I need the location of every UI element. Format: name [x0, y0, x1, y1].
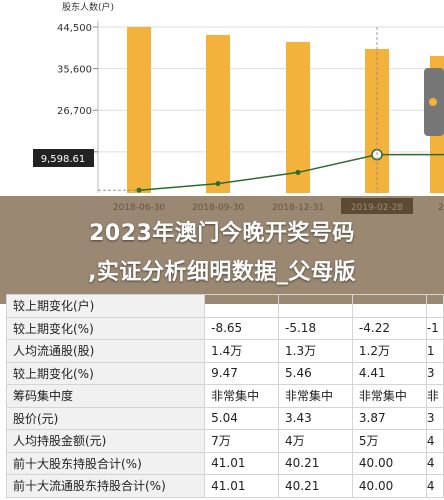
bar: [365, 48, 389, 194]
y-unit-label: 股东人数(户): [62, 1, 114, 13]
table-cell: -1: [425, 316, 444, 340]
table-cell: 40.21: [278, 474, 353, 498]
table-cell: 40.00: [351, 474, 427, 498]
table-cell: [278, 294, 353, 318]
table-row: 人均持股金额(元) 7万 4万 5万 4: [5, 429, 444, 453]
row-label: 股价(元): [5, 406, 206, 430]
table-row: 筹码集中度 非常集中 非常集中 非常集中非: [5, 384, 444, 408]
table-row: 较上期变化(%) 9.47 5.46 4.41 3: [5, 361, 444, 385]
table-cell: 4.41: [351, 361, 427, 385]
table-cell: 非常集中: [278, 384, 353, 408]
table-cell: [351, 294, 427, 318]
table-cell: 1.3万: [278, 339, 353, 363]
table-cell: -5.18: [278, 316, 353, 340]
table-cell: 1: [425, 339, 444, 363]
table-row: 人均流通股(股) 1.4万 1.3万 1.2万 1: [5, 339, 444, 363]
row-label: 人均流通股(股): [5, 339, 206, 363]
table-cell: 非: [425, 384, 444, 408]
table-row: 股价(元) 5.04 3.43 3.87 3: [5, 406, 444, 430]
table-cell: 4: [425, 451, 444, 475]
line-point: [215, 181, 221, 187]
table-cell: 1.4万: [204, 339, 280, 363]
headline-line-1: 2023年澳门今晚开奖号码: [89, 221, 355, 246]
headline-overlay: [0, 196, 444, 304]
bar: [127, 27, 151, 193]
row-label: 较上期变化(户): [5, 294, 206, 318]
table-cell: 5.04: [204, 406, 280, 430]
table-row: 较上期变化(户): [5, 294, 444, 318]
shareholder-chart: 股东人数(户)44,50035,60026,70017,8009,598.612…: [0, 0, 444, 225]
table-cell: 1.2万: [351, 339, 427, 363]
row-label: 较上期变化(%): [5, 316, 206, 340]
table-cell: 5.46: [278, 361, 353, 385]
row-label: 较上期变化(%): [5, 361, 206, 385]
table-cell: 4万: [278, 429, 353, 453]
table-row: 前十大流通股东持股合计(%) 41.01 40.21 40.00 4: [5, 474, 444, 498]
row-label: 前十大流通股东持股合计(%): [5, 474, 206, 498]
row-label: 人均持股金额(元): [5, 429, 206, 453]
table-cell: 41.01: [204, 474, 280, 498]
table-cell: 41.01: [204, 451, 280, 475]
headline-line-2: ,实证分析细明数据_父母版: [88, 260, 356, 285]
table-cell: 3.87: [351, 406, 427, 430]
table-cell: 40.21: [278, 451, 353, 475]
value-tooltip-box: [33, 149, 94, 167]
table-cell: 3: [425, 406, 444, 430]
y-tick-label: 26,700: [57, 106, 92, 117]
table-cell: -4.22: [351, 316, 427, 340]
table-cell: 7万: [204, 429, 280, 453]
y-tick-label: 35,600: [57, 65, 92, 76]
value-tooltip-text: 9,598.61: [41, 154, 86, 165]
table-cell: 非常集中: [351, 384, 427, 408]
y-tick-label: 44,500: [57, 23, 92, 34]
table-cell: [204, 294, 280, 318]
table-cell: 3: [425, 361, 444, 385]
table-cell: -8.65: [204, 316, 280, 340]
table-cell: [425, 294, 444, 318]
table-cell: 9.47: [204, 361, 280, 385]
table-cell: 4: [425, 474, 444, 498]
shareholder-table: 较上期变化(户) 较上期变化(%) -8.65 -5.18 -4.22 -1 人均流通股(股…: [5, 294, 444, 498]
table-cell: 5万: [351, 429, 427, 453]
table-cell: 40.00: [351, 451, 427, 475]
line-point: [295, 169, 301, 175]
table-cell: 3.43: [278, 406, 353, 430]
row-label: 筹码集中度: [5, 384, 206, 408]
bar: [206, 34, 230, 193]
table-row: 较上期变化(%) -8.65 -5.18 -4.22 -1: [5, 316, 444, 340]
row-label: 前十大股东持股合计(%): [5, 451, 206, 475]
table-row: 前十大股东持股合计(%) 41.01 40.21 40.00 4: [5, 451, 444, 475]
table-cell: 4: [425, 429, 444, 453]
table-cell: 非常集中: [204, 384, 280, 408]
side-tooltip-dot: [429, 98, 437, 106]
bar: [286, 41, 310, 193]
